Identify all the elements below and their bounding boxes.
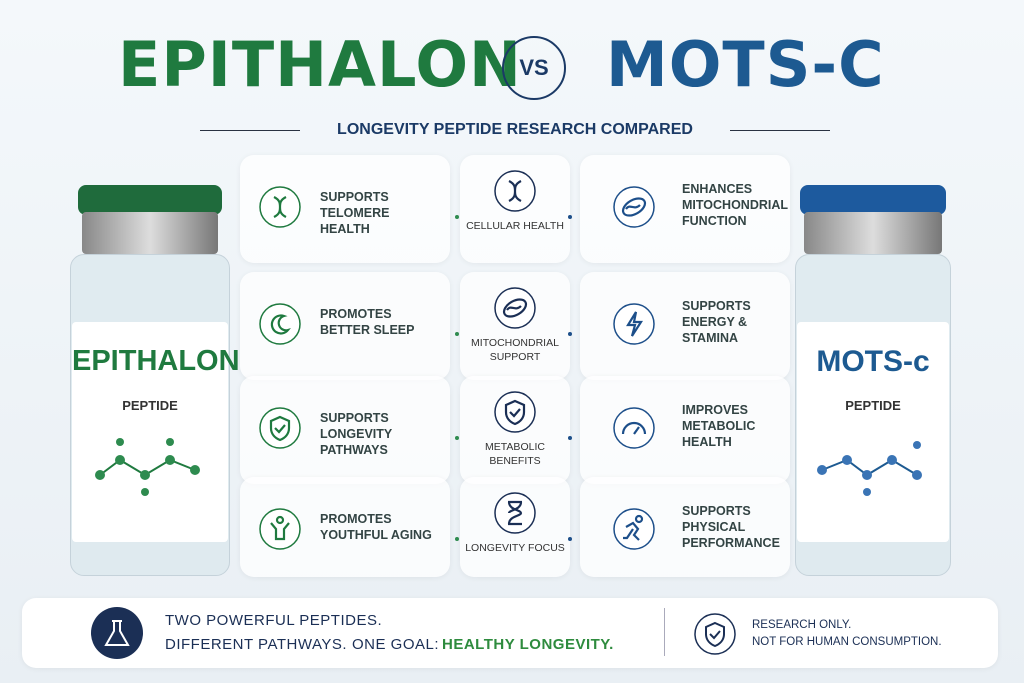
benefit-icon	[258, 185, 302, 234]
benefit-icon	[612, 185, 656, 234]
footer	[22, 598, 998, 668]
benefit-icon	[258, 302, 302, 351]
vial-name: MOTS-c	[816, 345, 930, 378]
vial-name: EPITHALON	[72, 345, 240, 377]
center-label: METABOLIC BENEFITS	[485, 441, 545, 467]
left-benefit: SUPPORTS LONGEVITY PATHWAYS	[320, 411, 393, 457]
vial-cap	[78, 185, 222, 215]
vial-label	[72, 322, 228, 542]
benefit-icon	[612, 507, 656, 556]
molecule	[817, 441, 922, 496]
benefit-icon	[258, 507, 302, 556]
molecule	[95, 438, 200, 496]
connector-dot	[568, 215, 572, 219]
shield-icon	[694, 613, 736, 655]
vial-label-text: PEPTIDE	[845, 398, 901, 413]
connector-dot	[455, 436, 459, 440]
connector-dot	[455, 537, 459, 541]
connector-dot	[455, 215, 459, 219]
center-label: MITOCHONDRIAL SUPPORT	[471, 337, 559, 363]
footer-goal: HEALTHY LONGEVITY.	[442, 636, 614, 653]
flask-icon	[91, 607, 143, 659]
footer-line1: TWO POWERFUL PEPTIDES.	[165, 612, 383, 629]
center-icon	[493, 169, 537, 218]
subtitle: LONGEVITY PEPTIDE RESEARCH COMPARED	[337, 121, 693, 138]
connector-dot	[568, 537, 572, 541]
vial-cap	[800, 185, 946, 215]
benefit-icon	[258, 406, 302, 455]
right-benefit: SUPPORTS PHYSICAL PERFORMANCE	[682, 504, 780, 550]
right-benefit: ENHANCES MITOCHONDRIAL FUNCTION	[682, 182, 788, 228]
vial-label-text: PEPTIDE	[122, 398, 178, 413]
notice-1: RESEARCH ONLY.	[752, 619, 852, 631]
benefit-icon	[612, 406, 656, 455]
footer-goal-label: ONE GOAL:	[352, 636, 440, 653]
connector-dot	[568, 332, 572, 336]
connector-dot	[568, 436, 572, 440]
center-icon	[493, 390, 537, 439]
right-benefit: IMPROVES METABOLIC HEALTH	[682, 403, 756, 449]
vial-label	[797, 322, 949, 542]
footer-line2: DIFFERENT PATHWAYS.	[165, 636, 348, 653]
title-right: MOTS-C	[606, 28, 885, 101]
vs-badge: VS	[502, 36, 566, 100]
center-label: LONGEVITY FOCUS	[465, 542, 565, 554]
center-icon	[493, 491, 537, 540]
notice-2: NOT FOR HUMAN CONSUMPTION.	[752, 636, 942, 648]
right-benefit: SUPPORTS ENERGY & STAMINA	[682, 299, 751, 345]
vial-crimp	[804, 212, 942, 254]
vial-crimp	[82, 212, 218, 254]
divider	[664, 608, 665, 656]
title-left: EPITHALON	[118, 28, 522, 101]
rule	[200, 130, 300, 131]
rule	[730, 130, 830, 131]
left-benefit: PROMOTES YOUTHFUL AGING	[320, 512, 432, 542]
benefit-icon	[612, 302, 656, 351]
center-icon	[493, 286, 537, 335]
connector-dot	[455, 332, 459, 336]
center-label: CELLULAR HEALTH	[466, 220, 564, 232]
left-benefit: SUPPORTS TELOMERE HEALTH	[320, 190, 390, 236]
left-benefit: PROMOTES BETTER SLEEP	[320, 307, 415, 337]
